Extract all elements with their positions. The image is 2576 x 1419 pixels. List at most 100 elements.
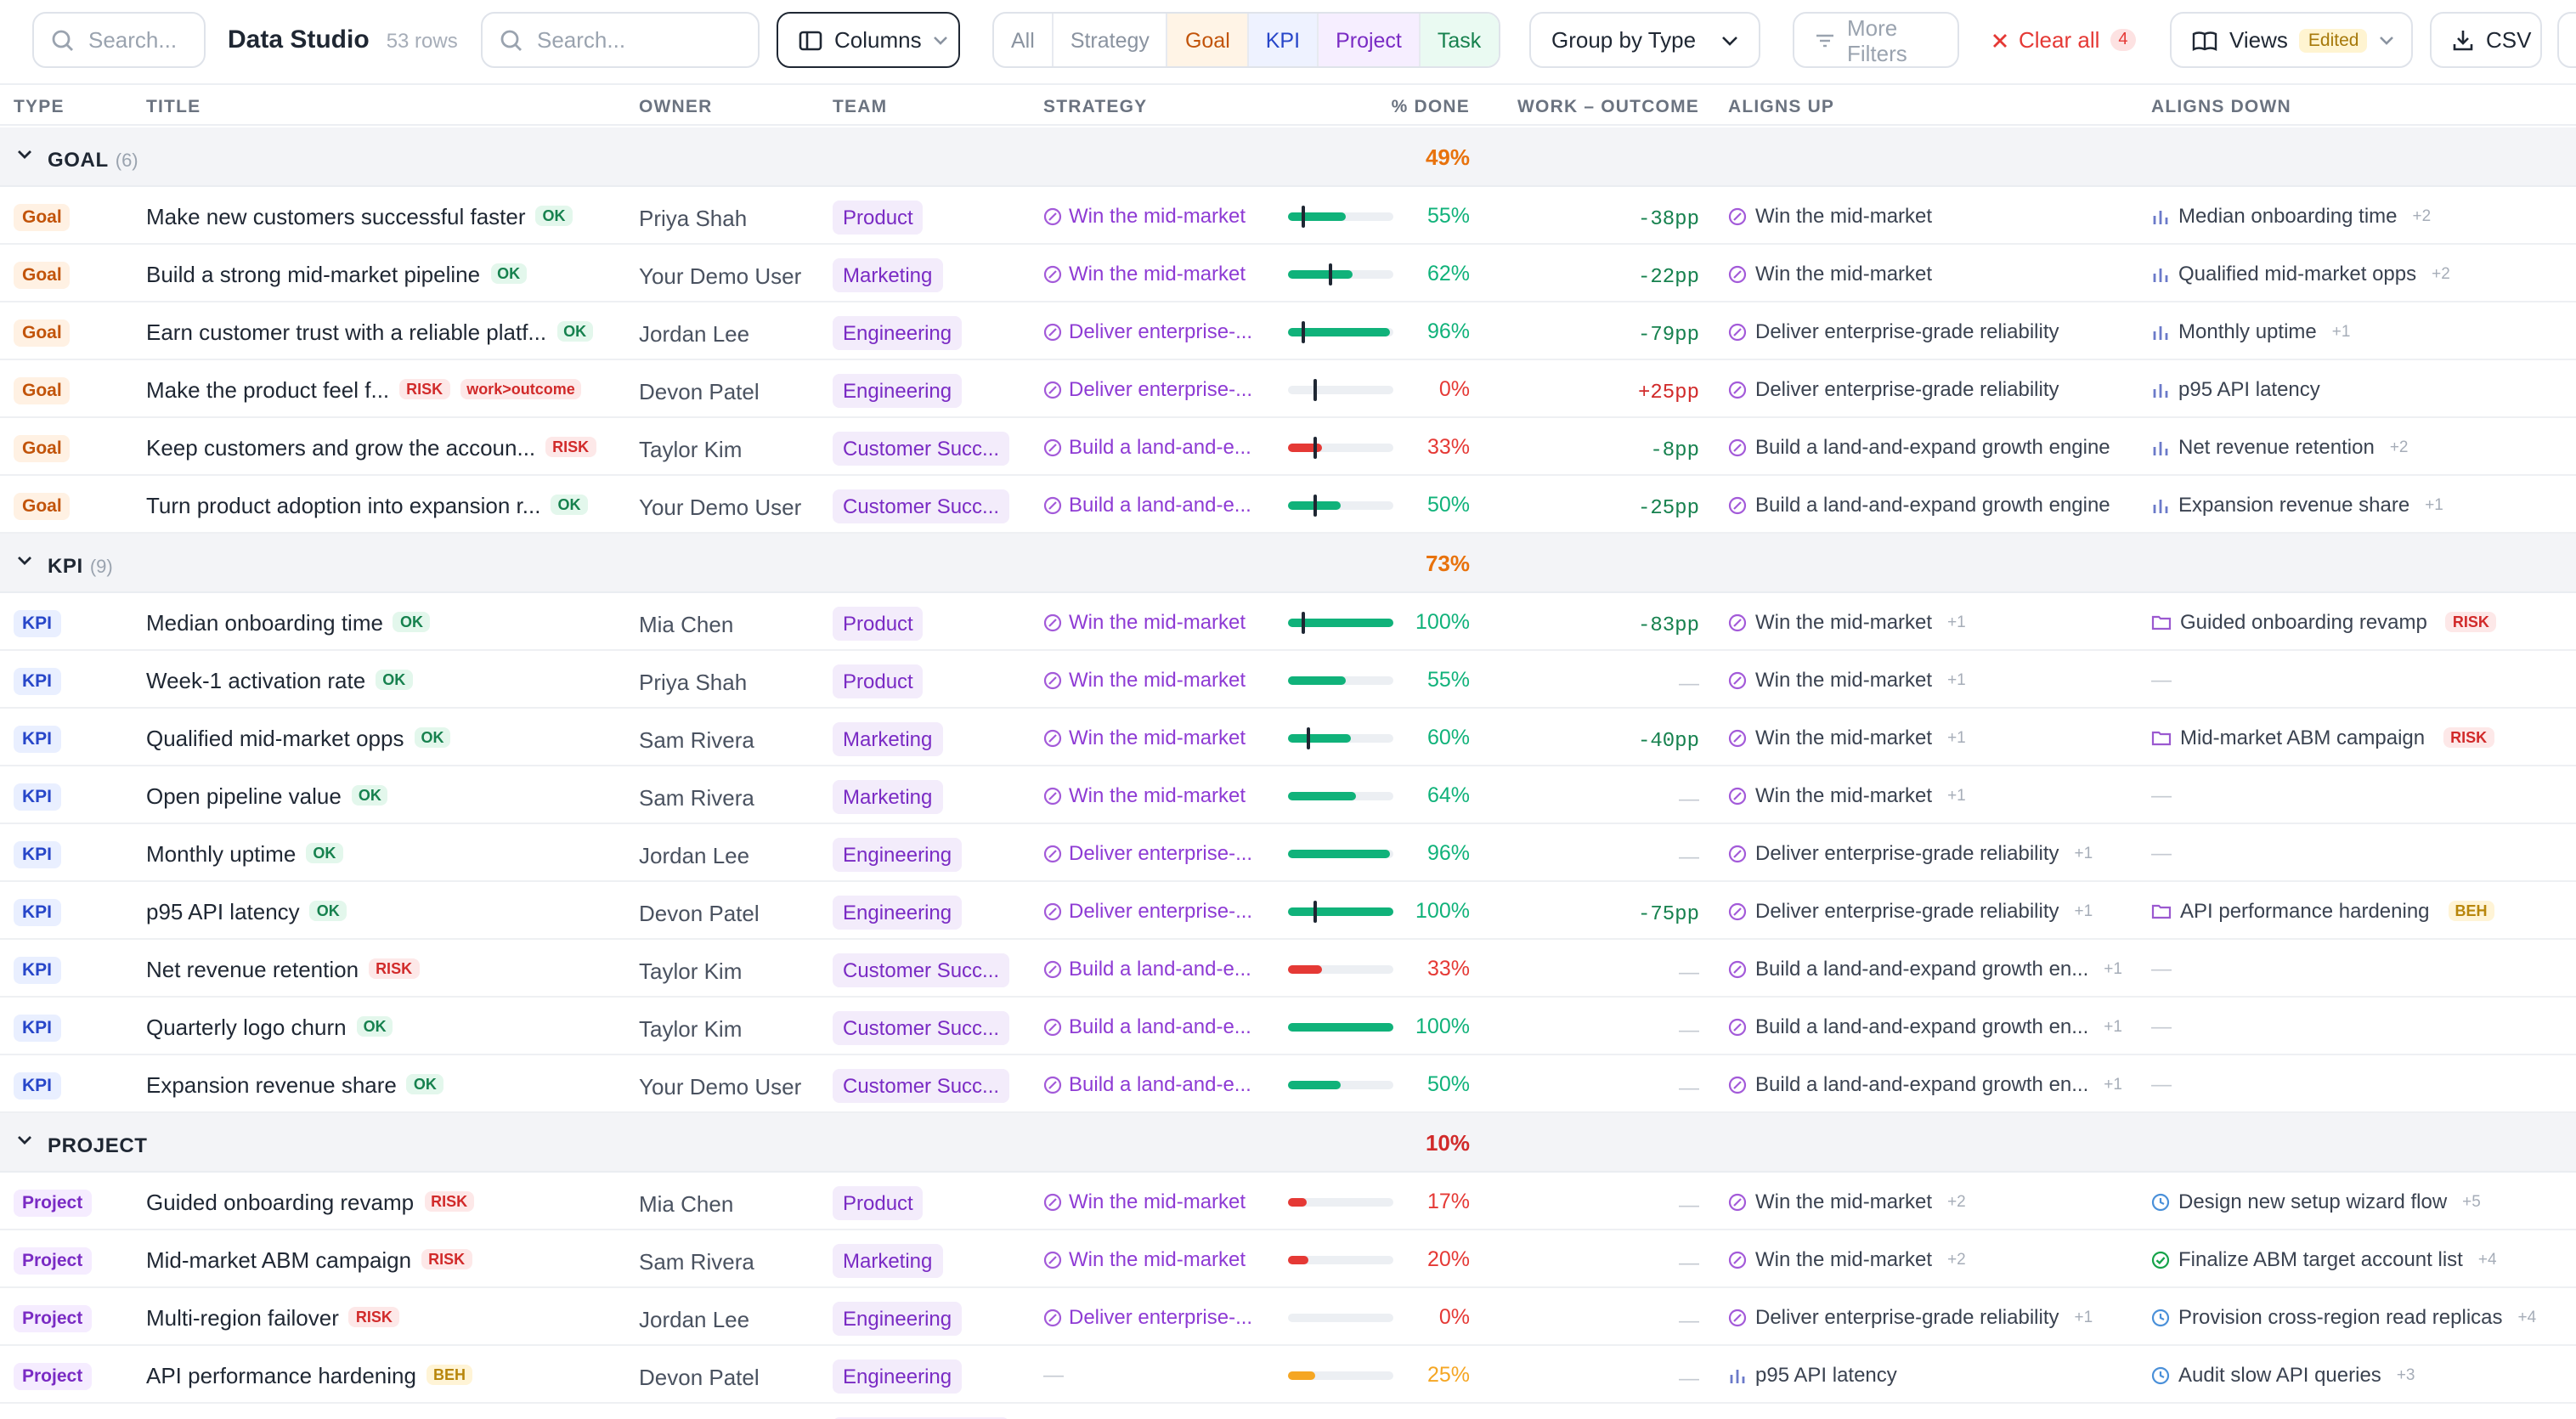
more-count[interactable]: +5 [2462, 1192, 2481, 1211]
aligns-up-link[interactable]: Build a land-and-expand growth engine [1755, 435, 2110, 459]
aligns-down-link[interactable]: Expansion revenue share [2178, 493, 2410, 517]
col-header-pct-done[interactable]: % DONE [1391, 97, 1470, 117]
table-row[interactable]: KPI Qualified mid-market opps OK Sam Rivera… [0, 709, 2576, 766]
aligns-down-cell[interactable]: — [2151, 940, 2576, 998]
more-count[interactable]: +1 [1947, 728, 1966, 747]
aligns-up-cell[interactable]: Deliver enterprise-grade reliability [1728, 360, 2136, 418]
strategy-link[interactable]: Build a land-and-e... [1069, 957, 1251, 981]
strategy-cell[interactable]: Deliver enterprise-... [1043, 824, 1268, 882]
aligns-down-link[interactable]: Finalize ABM target account list [2178, 1247, 2463, 1271]
col-header-team[interactable]: TEAM [833, 97, 888, 117]
aligns-down-cell[interactable]: — [2151, 651, 2576, 709]
strategy-cell[interactable]: Build a land-and-e... [1043, 418, 1268, 476]
team-pill[interactable]: Engineering [833, 316, 963, 350]
row-title[interactable]: Build a strong mid-market pipeline [146, 261, 481, 286]
more-count[interactable]: +2 [2412, 206, 2432, 225]
team-pill[interactable]: Engineering [833, 1302, 963, 1336]
team-pill[interactable]: Customer Succ... [833, 1417, 1010, 1419]
title-cell[interactable]: Make the product feel f... RISK work>outco… [146, 360, 622, 418]
aligns-up-cell[interactable]: Build a land-and-expand growth en... +1 [1728, 940, 2136, 998]
strategy-cell[interactable]: Build a land-and-e... [1043, 940, 1268, 998]
title-cell[interactable]: Week-1 activation rate OK [146, 651, 622, 709]
strategy-link[interactable]: Build a land-and-e... [1069, 1072, 1251, 1096]
aligns-down-link[interactable]: Net revenue retention [2178, 435, 2375, 459]
aligns-up-cell[interactable]: Win the mid-market +2 [1728, 1173, 2136, 1230]
table-row[interactable]: Goal Build a strong mid-market pipeline OK… [0, 245, 2576, 302]
row-title[interactable]: p95 API latency [146, 898, 300, 924]
title-cell[interactable]: Earn customer trust with a reliable plat… [146, 302, 622, 360]
chevron-down-icon[interactable] [17, 150, 32, 160]
group-header-goal[interactable]: GOAL (6) 49% [0, 127, 2576, 187]
aligns-up-link[interactable]: Deliver enterprise-grade reliability [1755, 841, 2059, 865]
table-row[interactable]: Project Mid-market ABM campaign RISK Sam Ri… [0, 1230, 2576, 1288]
aligns-down-cell[interactable]: — [2151, 824, 2576, 882]
table-row[interactable]: Goal Keep customers and grow the accoun..… [0, 418, 2576, 476]
aligns-down-cell[interactable]: Design new setup wizard flow +5 [2151, 1173, 2576, 1230]
col-header-owner[interactable]: OWNER [639, 97, 713, 117]
more-filters-button[interactable]: More Filters [1793, 12, 1959, 68]
aligns-up-link[interactable]: Win the mid-market [1755, 610, 1933, 634]
row-title[interactable]: Make the product feel f... [146, 376, 390, 402]
aligns-down-cell[interactable]: Mid-market ABM campaign RISK [2151, 709, 2576, 766]
strategy-cell[interactable]: Win the mid-market [1043, 766, 1268, 824]
aligns-up-cell[interactable]: Win the mid-market +2 [1728, 1230, 2136, 1288]
aligns-up-link[interactable]: Deliver enterprise-grade reliability [1755, 899, 2059, 923]
table-row[interactable]: Project Multi-region failover RISK Jordan L… [0, 1288, 2576, 1346]
row-title[interactable]: Week-1 activation rate [146, 667, 366, 693]
strategy-link[interactable]: Win the mid-market [1069, 262, 1246, 285]
strategy-cell[interactable]: Build a land-and-e... [1043, 1404, 1268, 1419]
team-pill[interactable]: Customer Succ... [833, 953, 1010, 987]
more-count[interactable]: +4 [2477, 1250, 2497, 1269]
aligns-up-cell[interactable]: Win the mid-market [1728, 187, 2136, 245]
table-row[interactable]: KPI Net revenue retention RISK Taylor Kim Cu… [0, 940, 2576, 998]
aligns-up-link[interactable]: Deliver enterprise-grade reliability [1755, 319, 2059, 343]
strategy-link[interactable]: Build a land-and-e... [1069, 1015, 1251, 1038]
aligns-down-cell[interactable]: API performance hardening BEH [2151, 882, 2576, 940]
title-cell[interactable]: Build a strong mid-market pipeline OK [146, 245, 622, 302]
aligns-up-link[interactable]: Build a land-and-expand growth en... [1755, 957, 2089, 981]
strategy-link[interactable]: Build a land-and-e... [1069, 435, 1251, 459]
aligns-up-cell[interactable]: Win the mid-market +1 [1728, 651, 2136, 709]
title-cell[interactable]: p95 API latency OK [146, 882, 622, 940]
strategy-link[interactable]: Win the mid-market [1069, 204, 1246, 228]
aligns-down-cell[interactable]: Median onboarding time +2 [2151, 187, 2576, 245]
aligns-up-cell[interactable]: Build a land-and-expand growth engine [1728, 418, 2136, 476]
group-by-select[interactable]: Group by Type [1529, 12, 1760, 68]
aligns-down-cell[interactable]: — [2151, 766, 2576, 824]
aligns-up-cell[interactable]: Build a land-and-expand growth engine [1728, 476, 2136, 534]
more-count[interactable]: +1 [2074, 844, 2093, 862]
row-title[interactable]: Earn customer trust with a reliable plat… [146, 319, 547, 344]
aligns-down-cell[interactable]: p95 API latency [2151, 360, 2576, 418]
strategy-cell[interactable]: Win the mid-market [1043, 1173, 1268, 1230]
row-title[interactable]: Net revenue retention [146, 956, 359, 981]
title-cell[interactable]: Expansion revenue share OK [146, 1055, 622, 1113]
title-cell[interactable]: Monthly uptime OK [146, 824, 622, 882]
col-header-title[interactable]: TITLE [146, 97, 201, 117]
aligns-down-link[interactable]: Design new setup wizard flow [2178, 1190, 2448, 1213]
more-count[interactable]: +3 [2396, 1365, 2415, 1384]
team-pill[interactable]: Product [833, 664, 924, 698]
aligns-up-link[interactable]: p95 API latency [1755, 1363, 1897, 1387]
aligns-up-cell[interactable]: Win the mid-market [1728, 245, 2136, 302]
table-row[interactable]: Goal Make the product feel f... RISK work>o… [0, 360, 2576, 418]
aligns-down-cell[interactable]: Provision cross-region read replicas +4 [2151, 1288, 2576, 1346]
aligns-up-cell[interactable]: Deliver enterprise-grade reliability +1 [1728, 882, 2136, 940]
filter-goal[interactable]: Goal [1167, 14, 1249, 66]
table-row[interactable]: KPI Week-1 activation rate OK Priya Shah Pro… [0, 651, 2576, 709]
aligns-up-link[interactable]: Win the mid-market [1755, 262, 1933, 285]
more-count[interactable]: +2 [1947, 1192, 1966, 1211]
strategy-link[interactable]: Win the mid-market [1069, 1247, 1246, 1271]
strategy-link[interactable]: Deliver enterprise-... [1069, 1305, 1253, 1329]
col-header-type[interactable]: TYPE [14, 97, 65, 117]
col-header-aligns-up[interactable]: ALIGNS UP [1728, 97, 1835, 117]
team-pill[interactable]: Marketing [833, 780, 943, 814]
strategy-link[interactable]: Build a land-and-e... [1069, 493, 1251, 517]
aligns-up-link[interactable]: Win the mid-market [1755, 1190, 1933, 1213]
table-row[interactable]: Project API performance hardening BEH Devon… [0, 1346, 2576, 1404]
aligns-up-link[interactable]: Build a land-and-expand growth en... [1755, 1015, 2089, 1038]
aligns-down-link[interactable]: Provision cross-region read replicas [2178, 1305, 2503, 1329]
ai-assist-button[interactable]: A [2557, 12, 2576, 68]
strategy-cell[interactable]: Win the mid-market [1043, 593, 1268, 651]
row-title[interactable]: Turn product adoption into expansion r..… [146, 492, 541, 517]
strategy-link[interactable]: Deliver enterprise-... [1069, 377, 1253, 401]
